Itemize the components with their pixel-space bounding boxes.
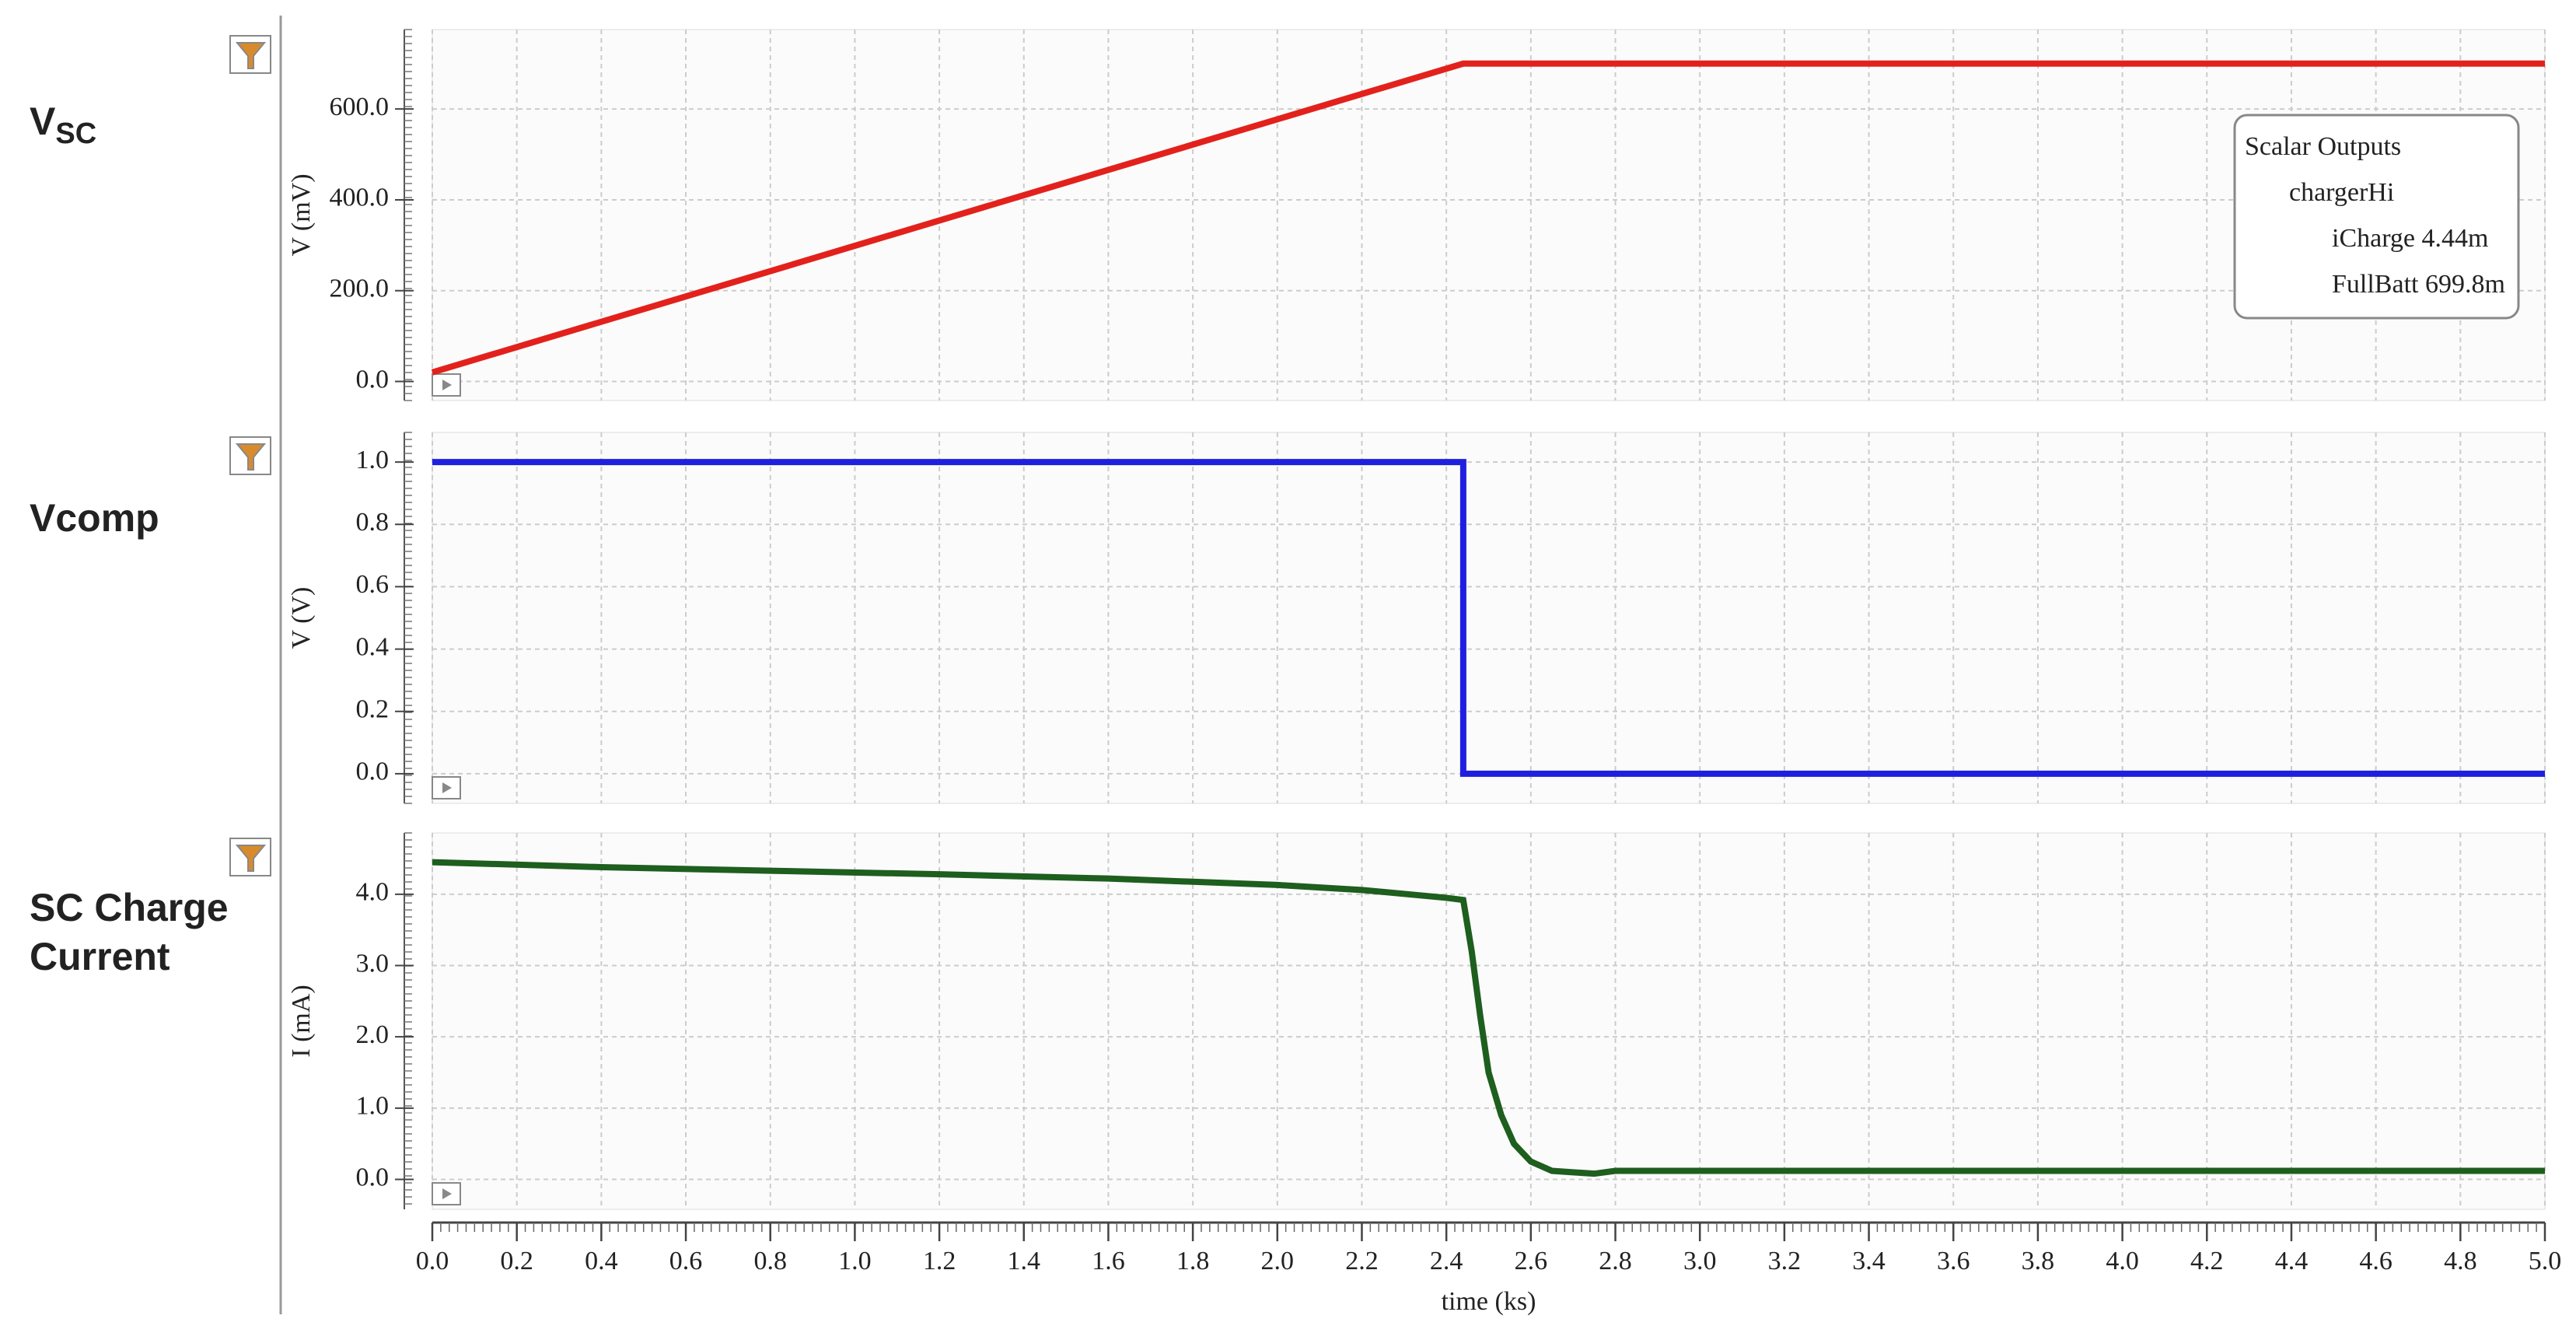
- x-tick-label: 1.4: [1008, 1247, 1041, 1275]
- series-label-main: Vcomp: [30, 496, 159, 540]
- annotation: iCharge 4.44m: [2332, 224, 2488, 253]
- series-label: SC Charge: [30, 886, 229, 929]
- data-line: [432, 459, 2545, 777]
- y-tick-label: 1.0: [356, 446, 390, 474]
- y-axis-label: I (mA): [287, 985, 316, 1057]
- series-label-main: SC Charge: [30, 886, 229, 929]
- series-label-line2: Current: [30, 935, 170, 978]
- x-tick-label: 2.4: [1430, 1247, 1463, 1275]
- x-tick-label: 2.6: [1515, 1247, 1548, 1275]
- y-tick-label: 0.0: [356, 1163, 390, 1191]
- x-tick-label: 4.8: [2444, 1247, 2477, 1275]
- y-tick-label: 4.0: [356, 878, 390, 907]
- scalar-box: [2233, 114, 2520, 320]
- plot-area: [432, 432, 2546, 804]
- x-tick-label: 2.2: [1345, 1247, 1379, 1275]
- x-tick-label: 3.2: [1768, 1247, 1802, 1275]
- x-tick-label: 3.0: [1683, 1247, 1717, 1275]
- y-tick-label: 200.0: [330, 275, 390, 303]
- play-icon-arrow: [442, 782, 452, 793]
- y-tick-label: 0.0: [356, 757, 390, 786]
- x-tick-label: 2.0: [1261, 1247, 1295, 1275]
- x-tick-label: 1.6: [1092, 1247, 1125, 1275]
- y-axis-label: V (V): [287, 587, 316, 649]
- x-tick-label: 4.2: [2190, 1247, 2224, 1275]
- x-tick-label: 1.8: [1176, 1247, 1210, 1275]
- x-tick-label: 0.0: [416, 1247, 449, 1275]
- x-tick-label: 0.6: [669, 1247, 703, 1275]
- y-tick-label: 600.0: [330, 93, 390, 121]
- x-tick-label: 3.6: [1937, 1247, 1970, 1275]
- plot-area: [432, 29, 2546, 401]
- series-label-sub: SC: [55, 117, 96, 150]
- x-tick-label: 3.8: [2022, 1247, 2055, 1275]
- y-tick-label: 0.8: [356, 508, 390, 537]
- x-tick-label: 5.0: [2529, 1247, 2562, 1275]
- x-axis-label: time (ks): [1442, 1287, 1536, 1316]
- y-tick-label: 0.4: [356, 632, 390, 661]
- y-tick-label: 3.0: [356, 949, 390, 978]
- x-tick-label: 0.2: [500, 1247, 533, 1275]
- annotation: Scalar Outputs: [2245, 132, 2401, 161]
- y-tick-label: 2.0: [356, 1020, 390, 1049]
- x-tick-label: 4.4: [2275, 1247, 2309, 1275]
- x-tick-label: 3.4: [1852, 1247, 1886, 1275]
- annotation: FullBatt 699.8m: [2332, 270, 2505, 299]
- data-line: [431, 60, 2545, 376]
- series-label: VSC: [30, 100, 96, 150]
- play-icon-arrow: [442, 380, 452, 390]
- filter-icons: [229, 35, 271, 876]
- series-label: Vcomp: [30, 496, 159, 540]
- y-tick-label: 400.0: [330, 184, 390, 212]
- annotation: chargerHi: [2289, 178, 2394, 207]
- y-tick-label: 0.0: [356, 365, 390, 394]
- series-label-main: V: [30, 100, 56, 143]
- data-line: [432, 859, 2545, 1177]
- plot-area: [432, 832, 2546, 1210]
- x-tick-label: 0.8: [753, 1247, 787, 1275]
- x-tick-label: 1.2: [923, 1247, 956, 1275]
- play-icon-arrow: [442, 1188, 452, 1199]
- x-tick-label: 4.0: [2106, 1247, 2139, 1275]
- x-tick-label: 4.6: [2359, 1247, 2392, 1275]
- x-tick-label: 1.0: [838, 1247, 872, 1275]
- y-axis-label: V (mV): [287, 173, 316, 256]
- x-tick-label: 2.8: [1599, 1247, 1632, 1275]
- x-tick-label: 0.4: [585, 1247, 618, 1275]
- y-tick-label: 0.2: [356, 695, 390, 724]
- y-tick-label: 0.6: [356, 570, 390, 599]
- y-tick-label: 1.0: [356, 1092, 390, 1121]
